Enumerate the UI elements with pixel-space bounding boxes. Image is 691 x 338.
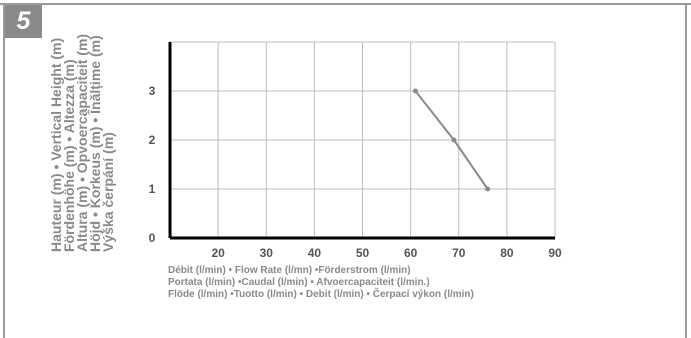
y-tick-label: 1 [149,182,156,196]
x-tick-label: 70 [452,246,466,260]
x-tick-label: 90 [548,246,562,260]
data-point [451,137,457,143]
y-tick-label: 2 [149,133,156,147]
x-tick-label: 30 [260,246,274,260]
x-tick-label: 60 [404,246,418,260]
y-axis-label-line: Výška čerpání (m) [100,132,116,252]
x-axis-label: Débit (l/min) • Flow Rate (l/mn) •Förder… [168,265,588,301]
y-tick-label: 0 [149,231,156,245]
pump-curve-chart: 20 30 40 50 60 70 80 90 0 1 2 3 [149,41,562,260]
x-axis-label-line: Débit (l/min) • Flow Rate (l/mn) •Förder… [168,265,411,276]
x-tick-label: 20 [211,246,225,260]
y-axis-label: Hauteur (m) • Vertical Height (m) Förden… [48,17,130,252]
data-point [412,88,418,94]
x-tick-label: 50 [356,246,370,260]
x-axis-label-line: Flöde (l/min) •Tuotto (l/min) • Debit (l… [168,289,474,300]
x-tick-label: 40 [308,246,322,260]
y-tick-label: 3 [149,84,156,98]
figure-number-badge: 5 [5,5,42,38]
data-point [485,186,491,192]
x-axis-label-line: Portata (l/min) •Caudal (l/min) • Afvoer… [168,277,430,288]
x-tick-label: 80 [500,246,514,260]
